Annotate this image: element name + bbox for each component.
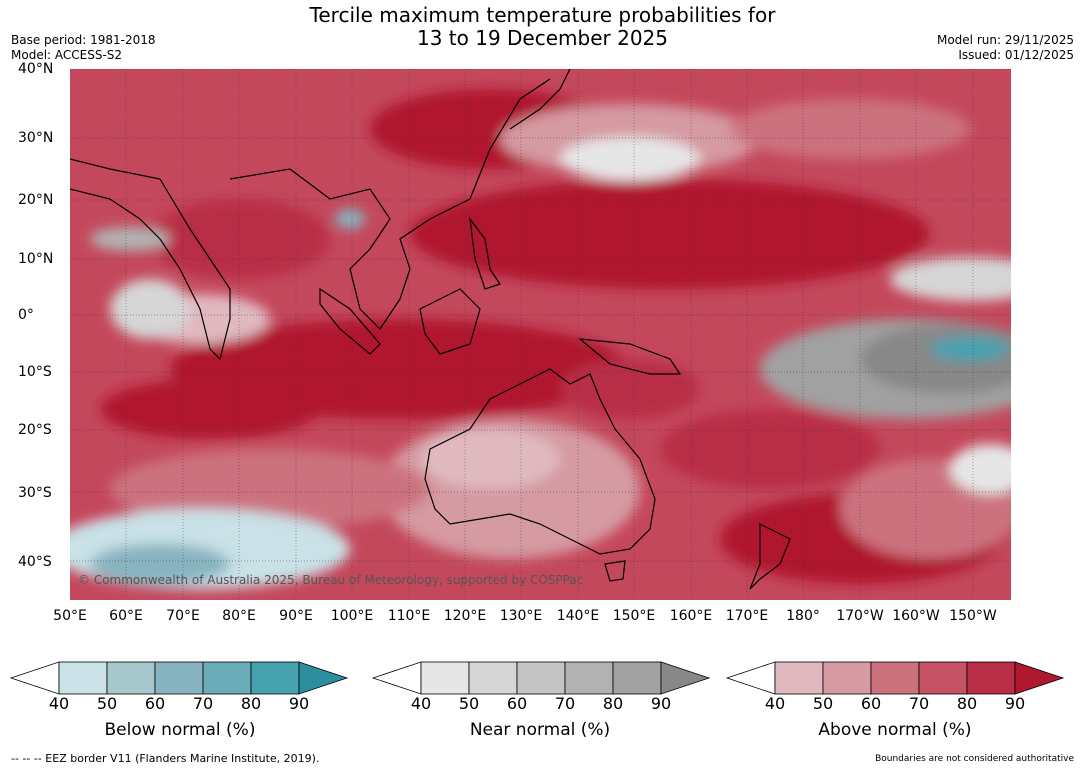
cbar-tick: 70 — [554, 694, 576, 713]
below-normal-label: Below normal (%) — [104, 720, 256, 740]
cbar-tick: 40 — [48, 694, 70, 713]
above-normal-label: Above normal (%) — [818, 720, 972, 740]
lon-label: 170°E — [725, 608, 769, 624]
cbar-swatch — [58, 661, 108, 695]
cbar-tick: 50 — [812, 694, 834, 713]
cbar-tick: 50 — [96, 694, 118, 713]
cbar-swatch — [420, 661, 470, 695]
lon-label: 170°W — [836, 608, 884, 624]
lon-label: 70°E — [166, 608, 200, 624]
lat-label: 10°N — [18, 251, 54, 267]
cbar-swatch — [298, 661, 349, 695]
cbar-swatch — [822, 661, 872, 695]
lon-label: 110°E — [387, 608, 431, 624]
cbar-tick: 90 — [1004, 694, 1026, 713]
cbar-tick: 80 — [240, 694, 262, 713]
colorbar-near-normal — [371, 661, 711, 695]
cbar-tick: 90 — [650, 694, 672, 713]
lat-label: 40°N — [18, 61, 54, 77]
cbar-tick: 40 — [410, 694, 432, 713]
meta-right: Model run: 29/11/2025 Issued: 01/12/2025 — [937, 33, 1074, 63]
copyright-credit: © Commonwealth of Australia 2025, Bureau… — [78, 573, 584, 587]
cbar-tick: 70 — [192, 694, 214, 713]
india-outline — [70, 158, 231, 361]
cbar-swatch — [966, 661, 1016, 695]
meta-left: Base period: 1981-2018 Model: ACCESS-S2 — [11, 33, 156, 63]
cbar-tick: 80 — [602, 694, 624, 713]
cbar-swatch — [106, 661, 156, 695]
lon-label: 180° — [786, 608, 820, 624]
graticule — [70, 69, 1011, 600]
lon-label: 150°W — [949, 608, 997, 624]
cbar-tick: 80 — [956, 694, 978, 713]
map-title: Tercile maximum temperature probabilitie… — [0, 4, 1085, 50]
cbar-swatch — [774, 661, 824, 695]
cbar-swatch — [918, 661, 968, 695]
lat-label: 10°S — [18, 364, 52, 380]
lon-label: 160°E — [669, 608, 713, 624]
model-name: Model: ACCESS-S2 — [11, 48, 123, 62]
lat-label: 20°N — [18, 192, 54, 208]
colorbar-above-normal — [725, 661, 1065, 695]
issued-date: Issued: 01/12/2025 — [958, 48, 1074, 62]
title-line-1: Tercile maximum temperature probabilitie… — [309, 3, 776, 27]
cbar-swatch — [660, 661, 711, 695]
southeast-asia-outline — [229, 78, 551, 330]
lon-label: 50°E — [53, 608, 87, 624]
boundaries-disclaimer: Boundaries are not considered authoritat… — [875, 754, 1074, 764]
lat-label: 0° — [18, 307, 34, 323]
model-run: Model run: 29/11/2025 — [936, 33, 1074, 47]
cbar-tick: 90 — [288, 694, 310, 713]
sumatra-outline — [319, 287, 381, 355]
lon-label: 80°E — [222, 608, 256, 624]
australia-outline — [424, 368, 656, 555]
cbar-tick: 40 — [764, 694, 786, 713]
new-guinea-outline — [578, 338, 682, 375]
lon-label: 100°E — [330, 608, 374, 624]
tasmania-outline — [604, 560, 626, 582]
colorbar-below-normal — [9, 661, 349, 695]
lon-label: 150°E — [612, 608, 656, 624]
lon-label: 120°E — [443, 608, 487, 624]
new-zealand-outline — [749, 523, 791, 590]
japan-outline — [509, 69, 571, 130]
cbar-swatch — [1014, 661, 1065, 695]
lat-label: 30°S — [18, 485, 52, 501]
coastlines — [70, 69, 791, 590]
cbar-swatch — [516, 661, 566, 695]
cbar-tick: 50 — [458, 694, 480, 713]
probability-map: © Commonwealth of Australia 2025, Bureau… — [70, 69, 1011, 600]
cbar-swatch — [154, 661, 204, 695]
cbar-swatch — [564, 661, 614, 695]
philippines-outline — [469, 216, 501, 290]
near-normal-label: Near normal (%) — [469, 720, 611, 740]
lon-label: 60°E — [109, 608, 143, 624]
cbar-swatch — [468, 661, 518, 695]
map-svg — [70, 69, 1011, 600]
base-period: Base period: 1981-2018 — [11, 33, 156, 47]
cbar-tick: 60 — [144, 694, 166, 713]
lon-label: 130°E — [499, 608, 543, 624]
cbar-swatch — [250, 661, 300, 695]
cbar-swatch — [202, 661, 252, 695]
cbar-swatch — [612, 661, 662, 695]
lon-label: 140°E — [556, 608, 600, 624]
lon-label: 90°E — [279, 608, 313, 624]
borneo-outline — [419, 288, 481, 355]
lon-label: 160°W — [892, 608, 940, 624]
lat-label: 20°S — [18, 422, 52, 438]
lat-label: 30°N — [18, 130, 54, 146]
lat-label: 40°S — [18, 554, 52, 570]
cbar-tick: 60 — [506, 694, 528, 713]
title-line-2: 13 to 19 December 2025 — [416, 26, 668, 50]
eez-border-note: -- -- -- EEZ border V11 (Flanders Marine… — [11, 752, 320, 765]
cbar-swatch — [870, 661, 920, 695]
colorbar-group — [9, 661, 1065, 695]
cbar-tick: 70 — [908, 694, 930, 713]
cbar-tick: 60 — [860, 694, 882, 713]
